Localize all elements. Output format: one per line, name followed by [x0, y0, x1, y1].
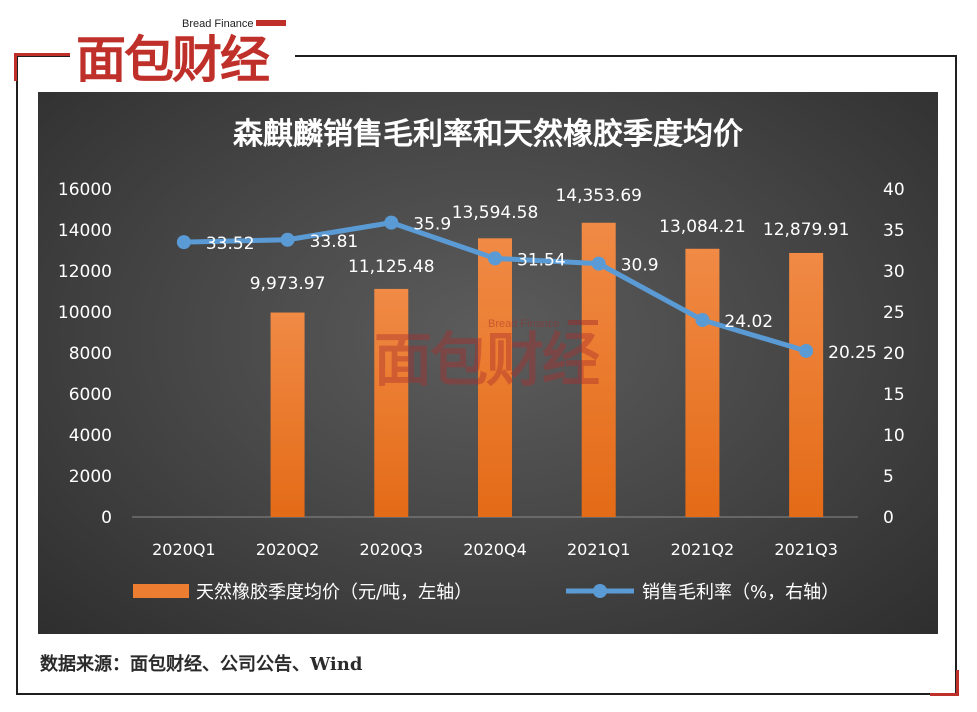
y-left-tick-label: 6000 [69, 385, 112, 405]
line-data-label: 33.52 [206, 234, 255, 254]
y-left-tick-label: 10000 [58, 303, 112, 323]
x-tick-label: 2020Q1 [152, 540, 216, 559]
legend-bar-label: 天然橡胶季度均价（元/吨，左轴） [196, 582, 472, 603]
bar-data-label: 13,594.58 [452, 203, 539, 223]
y-right-tick-label: 40 [883, 180, 905, 200]
watermark-text: 面包财经 [374, 326, 600, 394]
legend-line-label: 销售毛利率（%，右轴） [642, 582, 839, 603]
y-left-tick-label: 14000 [58, 221, 112, 241]
frame-accent-top-left [14, 53, 72, 56]
brand-logo-accent-bar [256, 20, 286, 26]
y-right-tick-label: 30 [883, 262, 905, 282]
y-right-tick-label: 10 [883, 426, 905, 446]
bar-2020q4 [478, 238, 512, 518]
y-right-tick-label: 25 [883, 303, 905, 323]
line-data-label: 20.25 [828, 343, 877, 363]
line-data-label: 24.02 [724, 312, 773, 332]
line-data-label: 33.81 [310, 232, 359, 252]
frame-accent-bottom-right-vertical [956, 670, 959, 696]
bar-data-label: 9,973.97 [250, 274, 326, 294]
brand-logo: Bread Finance 面包财经 [70, 10, 295, 90]
bar-data-label: 12,879.91 [763, 220, 850, 240]
y-right-tick-label: 15 [883, 385, 905, 405]
margin-point-2021q3 [799, 343, 814, 358]
legend-line-marker [593, 584, 607, 598]
x-tick-label: 2020Q4 [463, 540, 527, 559]
margin-point-2020q2 [280, 232, 295, 247]
line-data-label: 31.54 [517, 250, 566, 270]
x-tick-label: 2020Q3 [360, 540, 424, 559]
bar-data-label: 11,125.48 [348, 257, 435, 277]
x-tick-label: 2020Q2 [256, 540, 320, 559]
margin-point-2020q1 [176, 235, 191, 250]
bar-data-label: 14,353.69 [555, 186, 642, 206]
legend-bar-swatch [133, 584, 189, 598]
x-tick-label: 2021Q1 [567, 540, 631, 559]
margin-point-2021q1 [591, 256, 606, 271]
chart-panel: 森麒麟销售毛利率和天然橡胶季度均价 0 2000 4000 6000 8000 10000 1… [38, 92, 938, 634]
chart-title: 森麒麟销售毛利率和天然橡胶季度均价 [233, 117, 743, 152]
y-right-tick-label: 5 [883, 467, 894, 487]
y-left-tick-label: 0 [101, 508, 112, 528]
line-data-label: 30.9 [621, 256, 659, 276]
y-right-tick-label: 20 [883, 344, 905, 364]
brand-logo-text: 面包财经 [76, 31, 270, 89]
margin-point-2020q4 [488, 251, 502, 266]
bar-data-label: 13,084.21 [659, 217, 746, 237]
bar-2020q3 [374, 288, 409, 517]
x-tick-label: 2021Q3 [774, 540, 838, 559]
line-data-label: 35.9 [413, 215, 451, 235]
y-left-tick-label: 16000 [58, 180, 112, 200]
margin-point-2021q2 [695, 313, 710, 328]
watermark-subtitle: Bread Finance [488, 318, 560, 330]
source-note: 数据来源：面包财经、公司公告、Wind [40, 654, 363, 675]
frame-accent-bottom-right [930, 693, 959, 696]
x-tick-label: 2021Q2 [671, 540, 735, 559]
frame-accent-top-left-vertical [14, 53, 17, 81]
bar-2021q2 [685, 248, 720, 518]
y-left-tick-label: 4000 [69, 426, 112, 446]
bar-2020q2 [270, 312, 305, 517]
bar-2021q3 [789, 252, 824, 517]
y-left-tick-label: 2000 [69, 467, 112, 487]
outer-frame [16, 55, 957, 695]
y-right-tick-label: 35 [883, 221, 905, 241]
brand-logo-subtitle: Bread Finance [182, 18, 254, 30]
combo-chart: 森麒麟销售毛利率和天然橡胶季度均价 0 2000 4000 6000 8000 10000 1… [58, 117, 905, 603]
y-left-tick-label: 12000 [58, 262, 112, 282]
y-left-tick-label: 8000 [69, 344, 112, 364]
watermark-accent-bar [568, 320, 598, 325]
margin-point-2020q3 [384, 215, 399, 230]
y-right-tick-label: 0 [883, 508, 894, 528]
